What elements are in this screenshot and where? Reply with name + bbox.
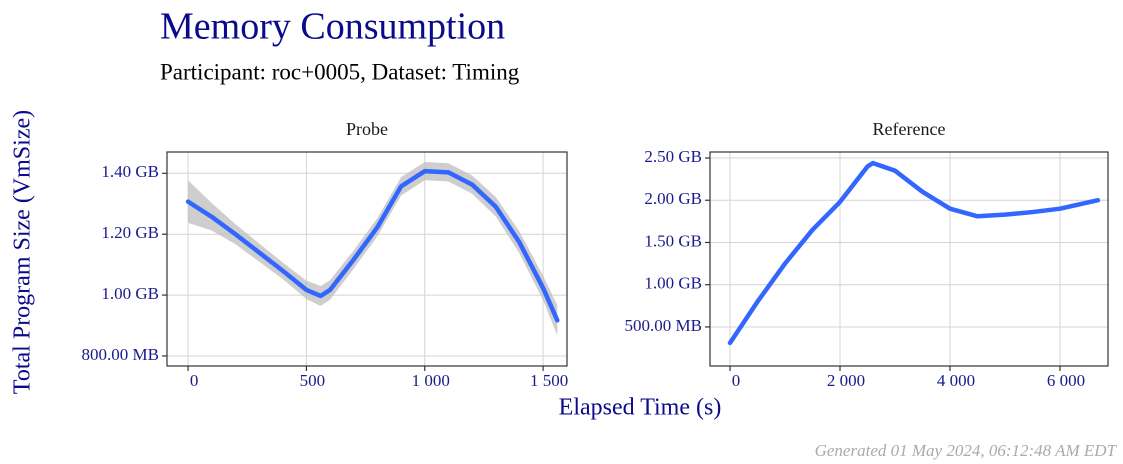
confidence-band bbox=[188, 162, 558, 336]
y-tick-label: 1.20 GB bbox=[101, 223, 159, 242]
line bbox=[185, 168, 560, 323]
panel-title: Probe bbox=[346, 119, 388, 139]
caption: Generated 01 May 2024, 06:12:48 AM EDT bbox=[815, 441, 1118, 460]
y-tick-label: 1.00 GB bbox=[101, 284, 159, 303]
x-tick-label: 2 000 bbox=[827, 371, 865, 390]
y-tick-label: 1.00 GB bbox=[644, 274, 702, 293]
x-tick-label: 0 bbox=[190, 371, 199, 390]
x-tick-label: 6 000 bbox=[1047, 371, 1085, 390]
y-tick-label: 2.50 GB bbox=[644, 147, 702, 166]
x-tick-label: 1 000 bbox=[412, 371, 450, 390]
y-tick-label: 800.00 MB bbox=[82, 345, 159, 364]
panel-title: Reference bbox=[873, 119, 946, 139]
x-tick-label: 0 bbox=[732, 371, 741, 390]
chart-subtitle: Participant: roc+0005, Dataset: Timing bbox=[160, 59, 520, 84]
x-tick-label: 500 bbox=[300, 371, 326, 390]
panel-frame bbox=[709, 151, 1109, 367]
y-tick-label: 1.40 GB bbox=[101, 162, 159, 181]
x-axis-label: Elapsed Time (s) bbox=[559, 395, 722, 421]
x-tick-label: 1 500 bbox=[530, 371, 568, 390]
panel-frame bbox=[166, 151, 568, 367]
y-axis-label: Total Program Size (VmSize) bbox=[10, 110, 36, 394]
y-tick-label: 2.00 GB bbox=[644, 189, 702, 208]
chart-title: Memory Consumption bbox=[160, 6, 505, 48]
y-tick-label: 500.00 MB bbox=[625, 316, 702, 335]
line bbox=[727, 160, 1101, 346]
y-tick-label: 1.50 GB bbox=[644, 231, 702, 250]
x-tick-label: 4 000 bbox=[937, 371, 975, 390]
